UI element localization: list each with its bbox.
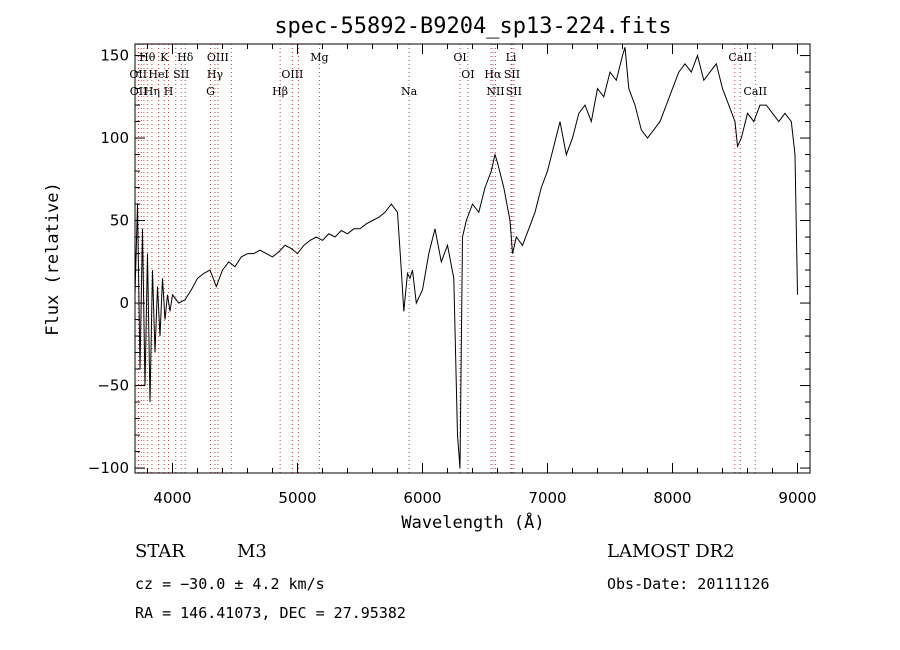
- line-label: Li: [506, 51, 517, 64]
- line-label: OI: [461, 68, 474, 81]
- spectrum-line: [134, 47, 798, 469]
- survey-name: LAMOST DR2: [607, 541, 735, 562]
- line-label: G: [206, 85, 215, 98]
- line-label: NII: [486, 85, 504, 98]
- line-label: Hδ: [177, 51, 194, 64]
- line-label: OII: [129, 68, 147, 81]
- y-axis-label: Flux (relative): [43, 182, 63, 336]
- line-markers: [137, 44, 756, 473]
- y-tick-label: 50: [110, 212, 129, 230]
- line-label: CaII: [743, 85, 767, 98]
- object-class: STAR: [135, 541, 185, 562]
- x-tick-label: 5000: [278, 489, 316, 507]
- redshift-readout: cz = −30.0 ± 4.2 km/s: [135, 575, 325, 593]
- line-label: SII: [173, 68, 189, 81]
- line-label: Mg: [310, 51, 328, 64]
- line-label: CaII: [728, 51, 752, 64]
- y-tick-label: 100: [100, 129, 129, 147]
- x-tick-label: 4000: [153, 489, 191, 507]
- chart-title: spec-55892-B9204_sp13-224.fits: [274, 14, 671, 39]
- line-label: OIII: [281, 68, 303, 81]
- axis-ticks: 4000 5000 6000 7000 8000 9000 −100 −50 0 50 100 150: [88, 44, 817, 507]
- x-tick-label: 7000: [528, 489, 566, 507]
- line-label: HeI: [148, 68, 168, 81]
- line-label: Hη: [144, 85, 160, 98]
- plot-frame: [134, 43, 811, 474]
- line-label: Hα: [484, 68, 502, 81]
- line-label: H: [164, 85, 174, 98]
- object-subclass: M3: [237, 541, 267, 562]
- line-label: OI: [453, 51, 466, 64]
- line-label: SII: [504, 68, 520, 81]
- coordinates: RA = 146.41073, DEC = 27.95382: [135, 604, 406, 622]
- y-tick-label: 0: [119, 294, 129, 312]
- y-tick-label: 150: [100, 47, 129, 65]
- obs-date: Obs-Date: 20111126: [607, 575, 770, 593]
- x-tick-label: 9000: [778, 489, 816, 507]
- line-label: Hβ: [272, 85, 288, 98]
- y-tick-label: −100: [88, 459, 129, 477]
- line-label: SII: [506, 85, 522, 98]
- x-tick-label: 8000: [653, 489, 691, 507]
- line-label: OII: [130, 85, 148, 98]
- x-tick-label: 6000: [403, 489, 441, 507]
- line-label: Hθ: [139, 51, 156, 64]
- line-label: Na: [401, 85, 418, 98]
- y-tick-label: −50: [97, 377, 129, 395]
- line-label: K: [160, 51, 169, 64]
- line-label: OIII: [207, 51, 229, 64]
- line-label: Hγ: [207, 68, 224, 81]
- x-axis-label: Wavelength (Å): [401, 511, 544, 533]
